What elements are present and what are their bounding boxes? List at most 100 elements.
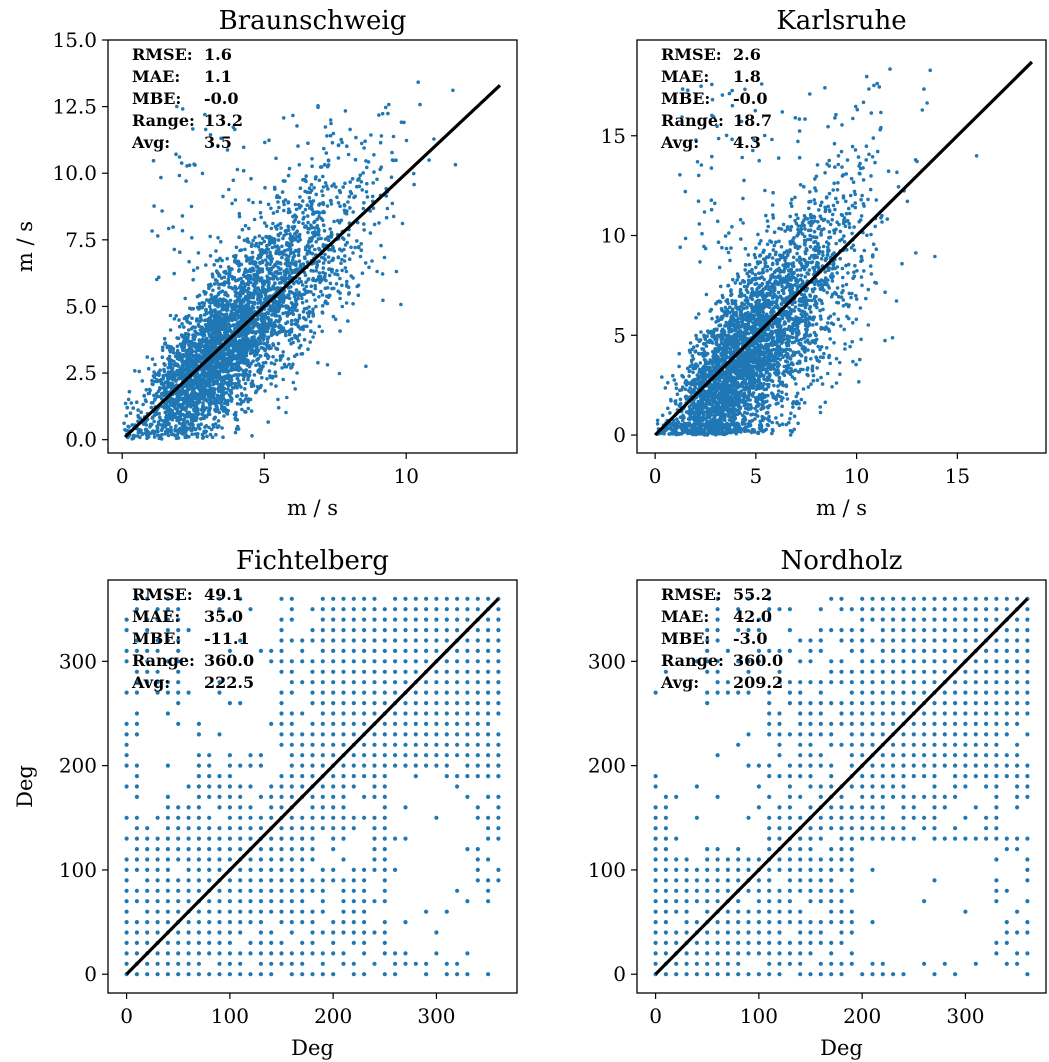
data-point [309,268,314,273]
data-point [181,432,185,436]
data-point [276,304,280,309]
data-point [222,324,227,328]
data-point [231,353,235,357]
data-point [238,332,242,337]
data-point [211,300,216,305]
stat-value: 13.2 [204,111,243,130]
data-point [204,337,208,342]
data-point [189,383,194,387]
data-point [735,278,739,282]
data-point [193,432,198,436]
data-point [303,288,307,293]
data-point [832,341,836,345]
data-point [145,355,150,359]
data-point [176,436,181,440]
data-point [245,282,249,286]
data-point [161,386,165,390]
data-point [290,309,295,314]
data-point [152,435,157,439]
data-point [252,217,257,222]
data-point [362,201,366,205]
data-point [207,304,212,309]
data-point [300,283,305,287]
data-point [289,242,293,247]
data-point [299,352,304,356]
data-point [224,291,228,296]
data-point [322,162,327,167]
data-point [192,407,196,412]
data-point [168,381,172,386]
data-point [173,354,178,359]
data-point [255,290,259,295]
data-point [250,338,255,342]
data-point [286,293,290,297]
data-point [862,248,867,253]
data-point [217,382,222,387]
data-point [379,134,384,138]
data-point [252,273,257,277]
data-point [228,269,232,274]
data-point [246,240,251,244]
data-point [427,158,431,162]
data-point [205,340,210,345]
data-point [141,402,145,407]
data-point [216,143,220,148]
data-point [265,311,269,315]
data-point [314,175,318,179]
data-point [743,268,747,272]
data-point [311,312,316,317]
data-point [187,343,191,348]
data-point [202,416,206,421]
data-point [219,397,224,402]
data-point [311,199,316,203]
data-point [210,379,214,383]
data-point [850,203,855,208]
data-point [771,261,775,266]
data-point [260,269,265,274]
data-point [811,349,815,354]
data-point [357,184,362,189]
data-point [250,295,254,300]
data-point [145,433,149,438]
data-point [163,421,168,426]
data-point [164,414,169,418]
data-point [291,305,295,309]
data-point [275,209,280,214]
data-point [322,210,327,215]
data-point [203,318,207,323]
data-point [306,220,310,225]
data-point [788,416,792,421]
data-point [287,254,291,259]
data-point [200,380,205,385]
data-point [808,199,813,204]
data-point [356,293,361,298]
data-point [231,362,235,367]
data-point [351,210,356,214]
data-point [215,380,219,385]
data-point [355,184,359,189]
data-point [320,304,325,308]
data-point [835,188,840,192]
data-point [418,102,422,107]
data-point [174,379,178,383]
data-point [228,298,233,303]
data-point [239,313,243,317]
data-point [208,254,213,258]
data-point [289,327,294,332]
data-point [331,314,336,319]
data-point [279,327,284,331]
data-point [343,243,348,247]
data-point [303,189,307,194]
data-point [183,396,188,401]
data-point [268,250,272,255]
data-point [233,430,238,435]
data-point [312,186,316,190]
data-point [185,389,189,393]
data-point [349,245,353,250]
data-point [192,392,197,396]
data-point [351,251,355,255]
data-point [140,379,145,383]
data-point [335,268,339,273]
data-point [815,378,820,383]
data-point [258,354,263,358]
